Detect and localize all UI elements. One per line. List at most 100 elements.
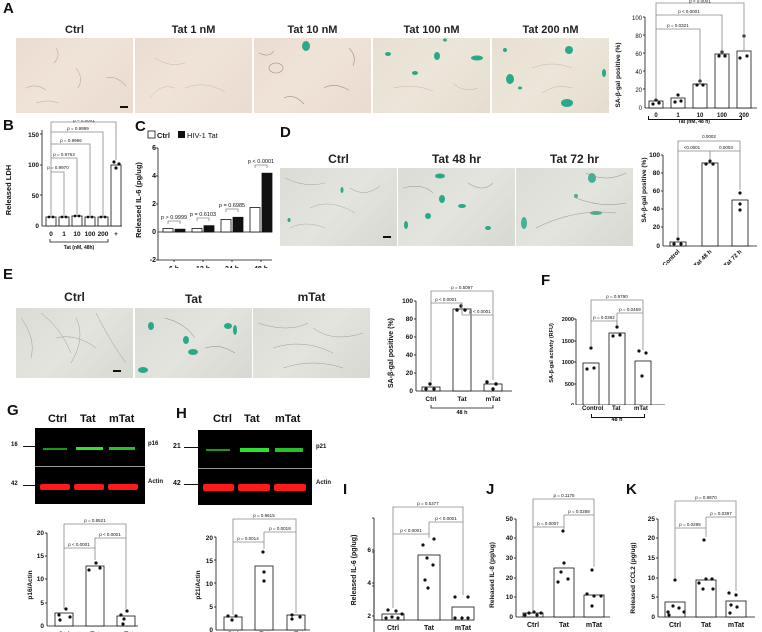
svg-text:p < 0.0001: p < 0.0001 — [689, 0, 711, 4]
svg-text:p = 0.0459: p = 0.0459 — [619, 307, 641, 312]
band-label-actin: Actin — [148, 479, 163, 485]
svg-text:20: 20 — [653, 224, 661, 231]
legend-ctrl: Ctrl — [157, 131, 170, 140]
svg-text:24 h: 24 h — [225, 266, 239, 268]
svg-text:1: 1 — [676, 113, 680, 118]
image-label-d-ctrl: Ctrl — [328, 152, 349, 166]
micrograph-ctrl — [16, 38, 133, 113]
svg-text:4: 4 — [152, 173, 156, 180]
svg-text:0: 0 — [639, 106, 643, 112]
band-mtat — [109, 447, 135, 450]
svg-text:p < 0.0001: p < 0.0001 — [68, 542, 90, 547]
svg-text:10: 10 — [37, 576, 45, 583]
svg-text:48 h: 48 h — [254, 266, 268, 268]
micrograph-d-tat48 — [398, 168, 515, 246]
blot-g-p16 — [35, 428, 145, 466]
svg-text:mTat: mTat — [455, 625, 472, 632]
svg-text:Control: Control — [662, 249, 682, 265]
svg-text:p = 0.0288: p = 0.0288 — [568, 509, 590, 514]
svg-text:100: 100 — [28, 162, 39, 169]
svg-text:100: 100 — [85, 231, 96, 238]
svg-text:p = 0.5097: p = 0.5097 — [451, 285, 473, 290]
svg-text:10: 10 — [73, 231, 81, 238]
svg-text:100: 100 — [717, 113, 728, 118]
svg-text:0.0003: 0.0003 — [719, 145, 733, 150]
svg-text:p > 0.9999: p > 0.9999 — [161, 215, 187, 221]
micrograph-e-tat — [135, 308, 252, 378]
chart-e-ylabel: SA-β-gal positive (%) — [388, 318, 395, 388]
blot-g-actin — [35, 467, 145, 504]
svg-text:20: 20 — [406, 370, 414, 377]
legend-swatch-tat — [178, 131, 185, 138]
image-label-d-tat48: Tat 48 hr — [431, 152, 482, 166]
svg-text:200: 200 — [98, 231, 109, 238]
chart-f-sa-beta-gal-activity: SA-β-gal activity (RFU) 2000 1500 1000 500 0… — [549, 294, 665, 405]
svg-text:1000: 1000 — [562, 360, 574, 366]
svg-text:5: 5 — [40, 600, 44, 607]
svg-text:40: 40 — [635, 70, 642, 76]
svg-text:p = 0.9996: p = 0.9996 — [60, 138, 82, 143]
scale-bar — [120, 106, 128, 108]
svg-text:60: 60 — [653, 188, 661, 195]
band-ctrl — [43, 448, 67, 450]
chart-a-xlabel-bracket — [648, 116, 742, 120]
micrograph-d-tat72 — [516, 168, 633, 246]
chart-i-ylabel: Released IL-6 (pg/ug) — [351, 535, 358, 606]
chart-b-ylabel: Released LDH — [4, 165, 13, 215]
svg-text:80: 80 — [635, 34, 642, 40]
chart-h-p21-actin: p21/Actin 20 15 10 5 0 p = 0.0014 p = 0.0018… — [195, 513, 310, 632]
svg-text:500: 500 — [565, 382, 574, 388]
svg-text:2: 2 — [367, 613, 371, 620]
chart-e-sa-beta-gal-mtat: SA-β-gal positive (%) 100 80 60 40 20 0 p < 0… — [388, 285, 512, 415]
marker-42kda-h: 42 — [173, 480, 181, 487]
panel-letter-f: F — [541, 272, 551, 289]
svg-text:p < 0.0001: p < 0.0001 — [435, 516, 457, 521]
image-label-tat-10nm: Tat 10 nM — [287, 24, 338, 36]
svg-text:p = 0.8521: p = 0.8521 — [84, 518, 106, 523]
panel-letter-c: C — [135, 118, 146, 135]
svg-text:p < 0.0001: p < 0.0001 — [678, 9, 700, 14]
svg-text:p = 0.0018: p = 0.0018 — [269, 526, 291, 531]
svg-text:p < 0.0001: p < 0.0001 — [248, 159, 274, 165]
chart-f-xlabel: 48 h — [611, 417, 623, 423]
svg-text:0: 0 — [509, 614, 513, 621]
chart-f-xlabel-bracket — [591, 414, 645, 418]
panel-letter-d: D — [280, 124, 291, 141]
panel-letter-g: G — [7, 402, 19, 419]
svg-text:p = 0.9999: p = 0.9999 — [67, 126, 89, 131]
micrograph-e-mtat — [253, 308, 370, 378]
svg-text:20: 20 — [506, 575, 514, 582]
svg-text:p = 0.9870: p = 0.9870 — [695, 495, 717, 500]
micrograph-d-ctrl — [280, 168, 397, 246]
chart-c-ylabel: Released IL-6 (pg/ug) — [134, 162, 143, 238]
band-label-actin-h: Actin — [316, 480, 331, 486]
svg-text:0: 0 — [571, 403, 574, 405]
chart-h-ylabel: p21/Actin — [195, 570, 202, 599]
svg-text:30: 30 — [506, 555, 514, 562]
legend-tat: HIV-1 Tat — [187, 131, 219, 140]
svg-text:40: 40 — [406, 352, 414, 359]
svg-text:20: 20 — [648, 535, 656, 542]
band-tat — [238, 484, 270, 491]
panel-letter-e: E — [3, 266, 14, 283]
blot-h-p21 — [198, 430, 312, 468]
band-label-p16: p16 — [148, 441, 159, 447]
svg-text:100: 100 — [632, 16, 643, 22]
micrograph-e-ctrl — [16, 308, 133, 378]
svg-text:80: 80 — [653, 170, 661, 177]
marker-21kda: 21 — [173, 443, 181, 450]
micrograph-tat-1nm — [135, 38, 252, 113]
svg-text:10: 10 — [648, 575, 656, 582]
svg-text:Tat (nM, 48h): Tat (nM, 48h) — [64, 245, 95, 251]
svg-text:+: + — [114, 231, 118, 238]
legend-swatch-ctrl — [147, 130, 156, 139]
svg-text:5: 5 — [651, 594, 655, 601]
band-mtat — [108, 484, 138, 490]
svg-text:p = 0.5377: p = 0.5377 — [417, 501, 439, 506]
band-mtat — [275, 448, 303, 452]
band-tat — [76, 447, 103, 450]
image-label-tat-1nm: Tat 1 nM — [171, 24, 216, 36]
svg-text:10: 10 — [206, 581, 214, 588]
svg-text:0: 0 — [35, 223, 39, 230]
